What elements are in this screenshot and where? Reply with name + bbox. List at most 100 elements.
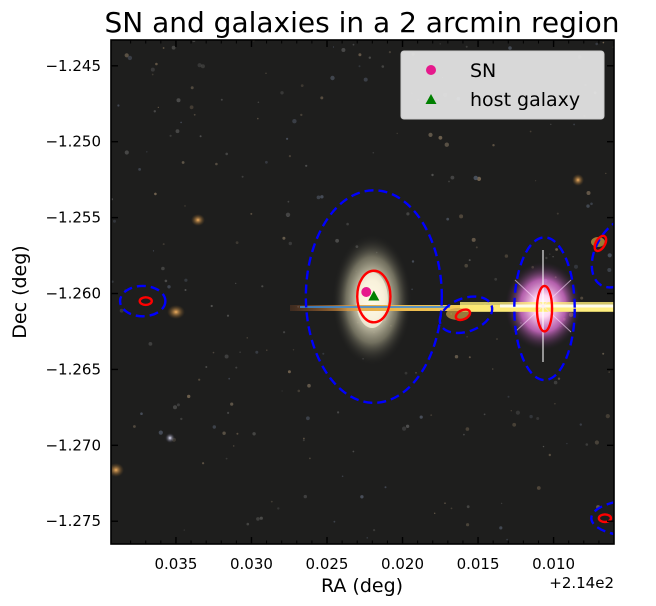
sky-speckle: [282, 236, 286, 240]
sky-speckle: [372, 151, 375, 154]
sky-speckle: [286, 137, 289, 140]
sky-speckle: [373, 529, 376, 532]
sky-speckle: [167, 285, 171, 289]
legend-box: [400, 50, 605, 120]
sky-speckle: [146, 151, 148, 153]
sky-speckle: [466, 336, 468, 338]
sky-speckle: [309, 457, 311, 460]
sky-speckle: [607, 268, 612, 272]
sky-speckle: [368, 56, 371, 59]
sky-speckle: [444, 142, 449, 147]
sky-speckle: [287, 200, 290, 203]
sky-speckle: [235, 282, 237, 285]
sky-speckle: [257, 101, 260, 104]
galaxy-ellipse-dashed: [513, 236, 576, 382]
sky-speckle: [222, 431, 226, 435]
sky-speckle: [384, 486, 387, 489]
sky-speckle: [444, 502, 446, 505]
sky-speckle: [307, 383, 311, 388]
sky-speckle: [535, 180, 537, 182]
sky-speckle: [573, 123, 575, 126]
sky-speckle: [590, 202, 593, 206]
sky-speckle: [305, 164, 308, 167]
sky-speckle: [450, 507, 453, 510]
sky-speckle: [500, 502, 503, 505]
sky-speckle: [330, 75, 335, 81]
sky-speckle: [483, 413, 486, 416]
sky-speckle: [586, 204, 590, 208]
sky-speckle: [556, 212, 559, 215]
sky-speckle: [285, 212, 291, 217]
galaxy-ellipse-dashed: [118, 284, 167, 318]
x-axis-offset-label: +2.14e2: [549, 574, 614, 592]
sky-speckle: [548, 453, 551, 457]
sky-speckle: [133, 425, 136, 428]
sky-speckle: [381, 65, 385, 68]
galaxy-ellipse-dashed: [590, 501, 614, 536]
x-tick-label: 0.025: [306, 555, 349, 573]
galaxy-ellipse-inner: [597, 513, 613, 524]
sky-speckle: [255, 350, 259, 354]
sky-speckle: [536, 417, 540, 420]
y-tick-label: −1.255: [45, 209, 101, 227]
sky-speckle: [154, 192, 157, 196]
sky-speckle: [515, 410, 521, 415]
sky-speckle: [468, 356, 471, 359]
sky-speckle: [358, 65, 361, 68]
sky-speckle: [169, 134, 172, 137]
y-tick-label: −1.245: [45, 57, 101, 75]
sky-speckle: [428, 132, 433, 137]
sky-speckle: [549, 253, 551, 255]
sky-speckle: [140, 412, 143, 416]
sky-speckle: [439, 43, 441, 45]
sky-speckle: [236, 432, 239, 435]
x-tick-label: 0.010: [532, 555, 575, 573]
sky-speckle: [574, 264, 578, 269]
sky-speckle: [406, 212, 410, 216]
sky-speckle: [491, 368, 494, 370]
sky-speckle: [585, 443, 589, 446]
legend-host-galaxy-marker: [425, 94, 437, 104]
sky-speckle: [292, 119, 297, 124]
sky-speckle: [465, 427, 470, 431]
sky-speckle: [158, 430, 163, 435]
sky-speckle: [113, 219, 116, 223]
sky-speckle: [176, 98, 181, 103]
sky-speckle: [150, 67, 155, 72]
sky-speckle: [579, 423, 582, 426]
sky-speckle: [454, 355, 459, 359]
sky-speckle: [605, 172, 607, 175]
x-axis-label: RA (deg): [321, 575, 403, 597]
sky-speckle: [494, 277, 498, 281]
sky-speckle: [446, 217, 450, 221]
sky-speckle: [270, 500, 273, 503]
sky-speckle: [352, 43, 355, 46]
sky-speckle: [302, 439, 305, 442]
sky-speckle: [586, 191, 591, 195]
x-tick-label: 0.030: [230, 555, 273, 573]
sky-speckle: [476, 176, 482, 181]
sky-speckle: [434, 512, 436, 514]
sky-speckle: [555, 248, 558, 251]
sky-speckle: [496, 338, 498, 340]
sky-speckle: [184, 278, 188, 282]
sky-speckle: [463, 433, 465, 436]
galaxy-ellipse-inner: [356, 269, 392, 324]
sky-speckle: [226, 314, 230, 317]
sky-speckle: [138, 168, 142, 171]
sky-speckle: [595, 42, 598, 46]
host-galaxy-point: [368, 290, 380, 301]
sky-speckle: [415, 372, 417, 374]
y-tick-label: −1.275: [45, 512, 101, 530]
sky-speckle: [224, 354, 229, 359]
y-tick-label: −1.250: [45, 133, 101, 151]
sky-speckle: [475, 246, 478, 249]
sky-speckle: [250, 212, 253, 215]
x-tick-label: 0.020: [381, 555, 424, 573]
sky-speckle: [287, 370, 291, 374]
sky-speckle: [411, 260, 415, 263]
sky-speckle: [507, 395, 510, 398]
sky-speckle: [239, 351, 241, 354]
sky-speckle: [363, 77, 368, 82]
